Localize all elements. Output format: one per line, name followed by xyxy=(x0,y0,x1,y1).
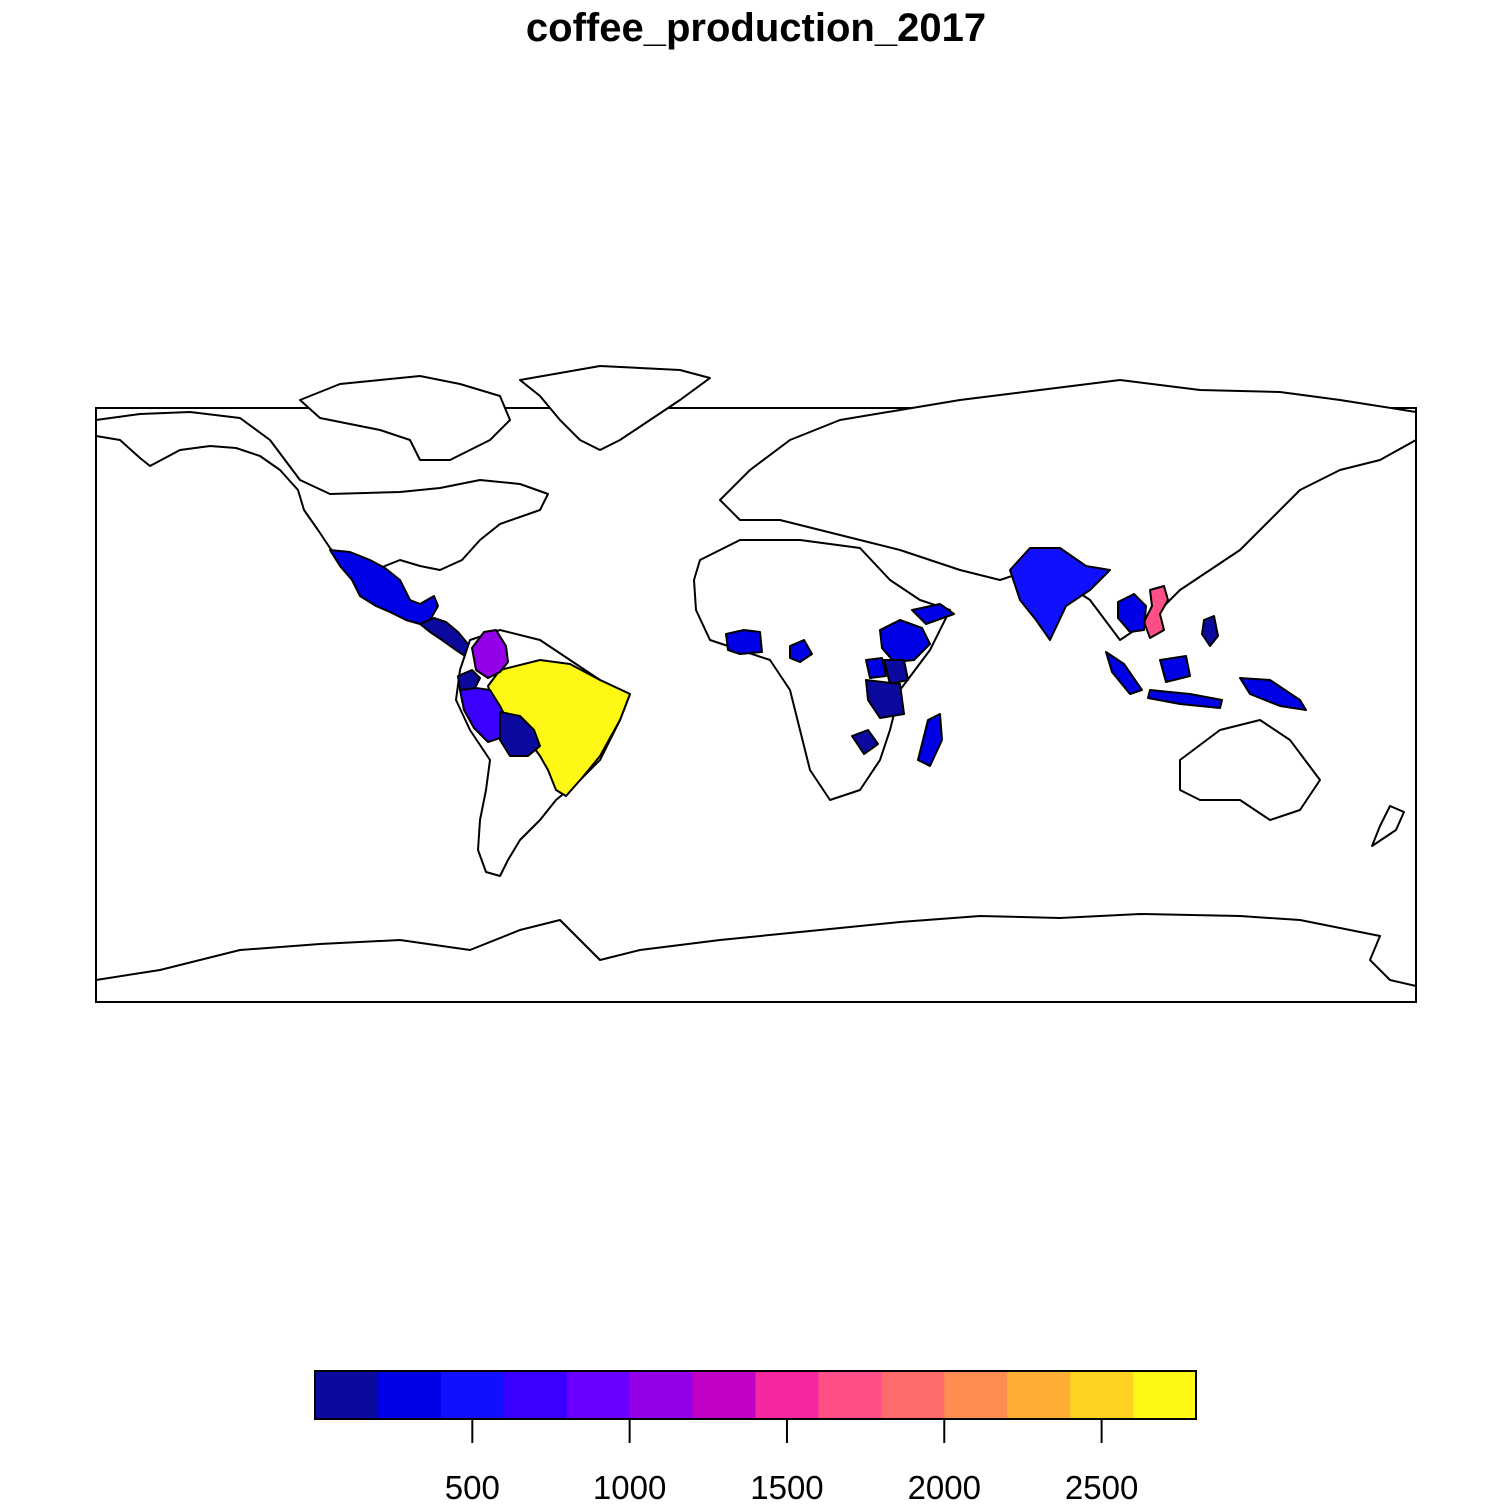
north-america xyxy=(95,411,549,571)
colorbar-swatch xyxy=(755,1371,819,1419)
region-papua-new-guinea xyxy=(1239,677,1307,711)
colorbar-tick-label: 1500 xyxy=(750,1469,823,1506)
africa xyxy=(693,539,951,801)
region-uganda xyxy=(865,657,887,679)
greenland xyxy=(519,365,711,451)
colorbar-swatch xyxy=(1007,1371,1071,1419)
new-zealand xyxy=(1371,805,1405,847)
region-indonesia xyxy=(1105,651,1223,709)
colorbar-swatch xyxy=(692,1371,756,1419)
colorbar-swatch xyxy=(315,1371,379,1419)
colorbar-swatch xyxy=(1133,1371,1197,1419)
region-india xyxy=(1009,547,1111,641)
region-madagascar xyxy=(917,713,943,767)
region-philippines xyxy=(1201,615,1219,647)
colorbar-swatch xyxy=(881,1371,945,1419)
region-vietnam xyxy=(1143,585,1169,639)
australia xyxy=(1179,719,1321,821)
region-zimbabwe xyxy=(851,729,879,755)
page-title: coffee_production_2017 xyxy=(525,6,987,50)
colorbar-swatch xyxy=(944,1371,1008,1419)
region-laos-cambodia xyxy=(1117,593,1147,633)
arctic-islands xyxy=(299,375,511,461)
colorbar-swatch xyxy=(566,1371,631,1419)
region-kenya xyxy=(883,659,909,685)
colorbar-border xyxy=(314,1370,1197,1420)
region-mexico xyxy=(329,549,439,625)
land-outlines xyxy=(95,365,1417,1003)
colorbar-swatch xyxy=(629,1371,694,1419)
region-ethiopia xyxy=(879,619,931,663)
colorbar-tick-label: 500 xyxy=(445,1469,500,1506)
colorbar xyxy=(314,1370,1197,1420)
region-cameroon xyxy=(789,639,813,663)
region-yemen xyxy=(911,603,955,625)
colorbar-swatch xyxy=(1070,1371,1134,1419)
colorbar-tick-label: 2000 xyxy=(908,1469,981,1506)
antarctica xyxy=(95,913,1417,1003)
region-bolivia xyxy=(499,711,541,757)
eurasia xyxy=(719,379,1417,641)
region-ecuador xyxy=(457,669,481,691)
colorbar-swatch xyxy=(377,1371,442,1419)
colorbar-tick-label: 2500 xyxy=(1065,1469,1138,1506)
region-colombia xyxy=(471,629,509,679)
colorbar-ticks: 500 1000 1500 2000 2500 xyxy=(445,1419,1138,1506)
region-cote-divoire xyxy=(725,629,763,655)
colorbar-swatch xyxy=(503,1371,568,1419)
colorbar-swatch xyxy=(818,1371,882,1419)
region-tanzania xyxy=(865,679,905,719)
colorbar-swatch xyxy=(440,1371,505,1419)
colorbar-tick-label: 1000 xyxy=(593,1469,666,1506)
